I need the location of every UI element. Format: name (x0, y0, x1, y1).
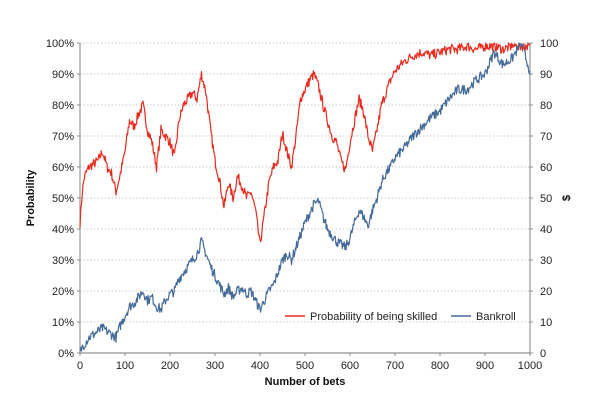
y-left-tick-label: 20% (52, 286, 74, 298)
y-left-tick-label: 70% (52, 131, 74, 143)
series-line-probability (79, 42, 531, 243)
y-left-tick-label: 100% (46, 38, 74, 50)
x-tick-label: 600 (341, 360, 359, 372)
x-tick-label: 700 (386, 360, 404, 372)
y-right-tick-label: 100 (540, 38, 558, 50)
y-right-tick-label: 50 (540, 193, 552, 205)
y-left-tick-label: 0% (58, 348, 74, 360)
axes (77, 42, 533, 356)
tick-labels: 0% 10% 20% 30% 40% 50% 60% 70% 80% 90% 100% 0 10 20 30… (46, 38, 559, 372)
x-tick-label: 300 (206, 360, 224, 372)
x-tick-label: 1000 (518, 360, 542, 372)
y-left-tick-label: 10% (52, 317, 74, 329)
right-y-axis-title: $ (561, 195, 573, 201)
left-y-axis-title: Probability (25, 169, 37, 227)
series-line-bankroll (79, 42, 531, 352)
y-right-tick-label: 20 (540, 286, 552, 298)
y-right-tick-label: 30 (540, 255, 552, 267)
y-right-tick-label: 90 (540, 69, 552, 81)
y-left-tick-label: 80% (52, 100, 74, 112)
x-tick-label: 500 (296, 360, 314, 372)
y-left-tick-label: 60% (52, 162, 74, 174)
y-right-tick-label: 0 (540, 348, 546, 360)
y-left-tick-label: 30% (52, 255, 74, 267)
y-right-tick-label: 60 (540, 162, 552, 174)
y-right-tick-label: 40 (540, 224, 552, 236)
gridlines (80, 42, 530, 323)
y-left-tick-label: 90% (52, 69, 74, 81)
legend: Probability of being skilled Bankroll (285, 311, 516, 323)
x-tick-label: 100 (116, 360, 134, 372)
y-left-tick-label: 50% (52, 193, 74, 205)
y-right-tick-label: 70 (540, 131, 552, 143)
x-tick-label: 900 (476, 360, 494, 372)
y-right-tick-label: 80 (540, 100, 552, 112)
x-tick-label: 200 (161, 360, 179, 372)
x-axis-title: Number of bets (265, 376, 346, 388)
x-tick-label: 0 (77, 360, 83, 372)
y-right-tick-label: 10 (540, 317, 552, 329)
y-left-tick-label: 40% (52, 224, 74, 236)
legend-label-probability: Probability of being skilled (310, 311, 437, 323)
legend-label-bankroll: Bankroll (476, 311, 516, 323)
x-tick-label: 800 (431, 360, 449, 372)
series-group (79, 42, 531, 352)
x-tick-label: 400 (251, 360, 269, 372)
